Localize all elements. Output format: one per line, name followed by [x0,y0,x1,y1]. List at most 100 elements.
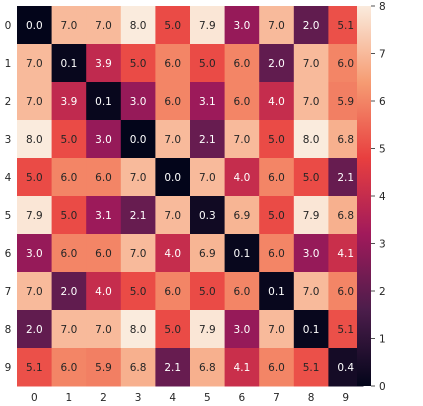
heatmap-cell-r6-c3 [120,234,156,273]
cell-value-label: 7.0 [164,210,181,222]
heatmap-cell-r8-c5 [190,310,226,349]
cell-value-label: 5.0 [268,210,285,222]
cell-value-label: 2.1 [164,362,181,374]
heatmap-cell-r8-c6 [224,310,260,349]
heatmap-cell-r1-c7 [259,44,295,83]
cell-value-label: 7.0 [164,134,181,146]
cell-value-label: 5.9 [337,96,354,108]
heatmap-cell-r0-c1 [51,6,87,45]
heatmap-cell-r3-c7 [259,120,295,159]
heatmap-cell-r3-c1 [51,120,87,159]
x-axis-tick-labels: 0 1 2 3 4 5 6 7 8 9 [31,392,349,404]
cell-value-label: 5.9 [95,362,112,374]
heatmap-cell-r2-c5 [190,82,226,121]
cell-value-label: 2.1 [199,134,216,146]
heatmap-cell-r6-c8 [293,234,329,273]
cell-value-label: 6.0 [234,58,251,70]
heatmap-cell-r5-c8 [293,196,329,235]
cell-value-label: 3.0 [303,248,320,260]
cell-value-label: 0.0 [26,20,43,32]
colorbar-tick-label: 4 [379,191,386,203]
cell-value-label: 4.0 [95,286,112,298]
heatmap-cell-r3-c2 [86,120,122,159]
cell-value-label: 3.0 [26,248,43,260]
heatmap-cell-r3-c3 [120,120,156,159]
cell-value-label: 7.0 [303,58,320,70]
cell-value-label: 2.0 [268,58,285,70]
heatmap-cell-r4-c2 [86,158,122,197]
cell-value-label: 5.0 [61,210,78,222]
x-tick-label: 9 [342,392,349,404]
x-tick-label: 3 [135,392,142,404]
heatmap-cell-r5-c0 [17,196,53,235]
heatmap-cell-r9-c7 [259,348,295,387]
cell-value-label: 4.1 [337,248,354,260]
colorbar-tick-label: 3 [379,239,386,251]
heatmap-cell-r0-c5 [190,6,226,45]
cell-value-label: 0.0 [130,134,147,146]
heatmap-cell-r9-c0 [17,348,53,387]
colorbar-tick-label: 5 [379,144,386,156]
heatmap-cell-r9-c1 [51,348,87,387]
heatmap-cell-r8-c4 [155,310,191,349]
heatmap-cell-r9-c6 [224,348,260,387]
y-tick-label: 9 [5,362,12,374]
cell-value-label: 5.0 [61,134,78,146]
cell-value-label: 5.0 [164,20,181,32]
cell-value-label: 6.0 [95,172,112,184]
heatmap-cell-r6-c6 [224,234,260,273]
cell-value-label: 6.0 [234,96,251,108]
heatmap-cell-r3-c4 [155,120,191,159]
cell-value-label: 3.1 [95,210,112,222]
heatmap-cell-r2-c2 [86,82,122,121]
cell-value-label: 0.1 [303,324,320,336]
heatmap-cell-r9-c5 [190,348,226,387]
heatmap-cell-r4-c3 [120,158,156,197]
heatmap-cell-r7-c2 [86,272,122,311]
heatmap-cell-r1-c5 [190,44,226,83]
heatmap-cell-r6-c2 [86,234,122,273]
heatmap-cell-r6-c5 [190,234,226,273]
cell-value-label: 2.1 [130,210,147,222]
colorbar: 0 1 2 3 4 5 6 7 8 [357,1,386,393]
heatmap-cell-r7-c1 [51,272,87,311]
heatmap-cell-r4-c8 [293,158,329,197]
heatmap-cell-r6-c1 [51,234,87,273]
cell-value-label: 7.0 [268,324,285,336]
heatmap-cell-r8-c2 [86,310,122,349]
cell-value-label: 5.0 [26,172,43,184]
cell-value-label: 5.0 [130,286,147,298]
cell-value-label: 4.0 [268,96,285,108]
colorbar-tick-label: 6 [379,96,386,108]
heatmap-cell-r4-c5 [190,158,226,197]
cell-value-label: 7.0 [61,20,78,32]
cell-value-label: 7.0 [234,134,251,146]
y-tick-label: 1 [5,58,12,70]
cell-value-label: 7.9 [303,210,320,222]
y-tick-label: 4 [5,172,12,184]
colorbar-tick-label: 8 [379,1,386,13]
cell-value-label: 6.0 [337,58,354,70]
heatmap-cell-r5-c5 [190,196,226,235]
heatmap-cell-r4-c6 [224,158,260,197]
cell-value-label: 7.0 [95,324,112,336]
cell-value-label: 7.9 [199,324,216,336]
heatmap-cell-r6-c0 [17,234,53,273]
x-tick-label: 2 [100,392,107,404]
cell-value-label: 8.0 [130,20,147,32]
cell-value-label: 0.1 [234,248,251,260]
heatmap-cell-r6-c4 [155,234,191,273]
cell-value-label: 6.0 [61,248,78,260]
heatmap-cell-r4-c1 [51,158,87,197]
cell-value-label: 3.1 [199,96,216,108]
heatmap-cell-r8-c0 [17,310,53,349]
x-tick-label: 8 [308,392,315,404]
cell-value-label: 3.0 [234,324,251,336]
cell-value-label: 6.8 [130,362,147,374]
cell-value-label: 5.0 [199,286,216,298]
cell-value-label: 4.0 [234,172,251,184]
colorbar-tick-label: 1 [379,334,386,346]
heatmap-cell-r3-c5 [190,120,226,159]
cell-value-label: 5.0 [268,134,285,146]
